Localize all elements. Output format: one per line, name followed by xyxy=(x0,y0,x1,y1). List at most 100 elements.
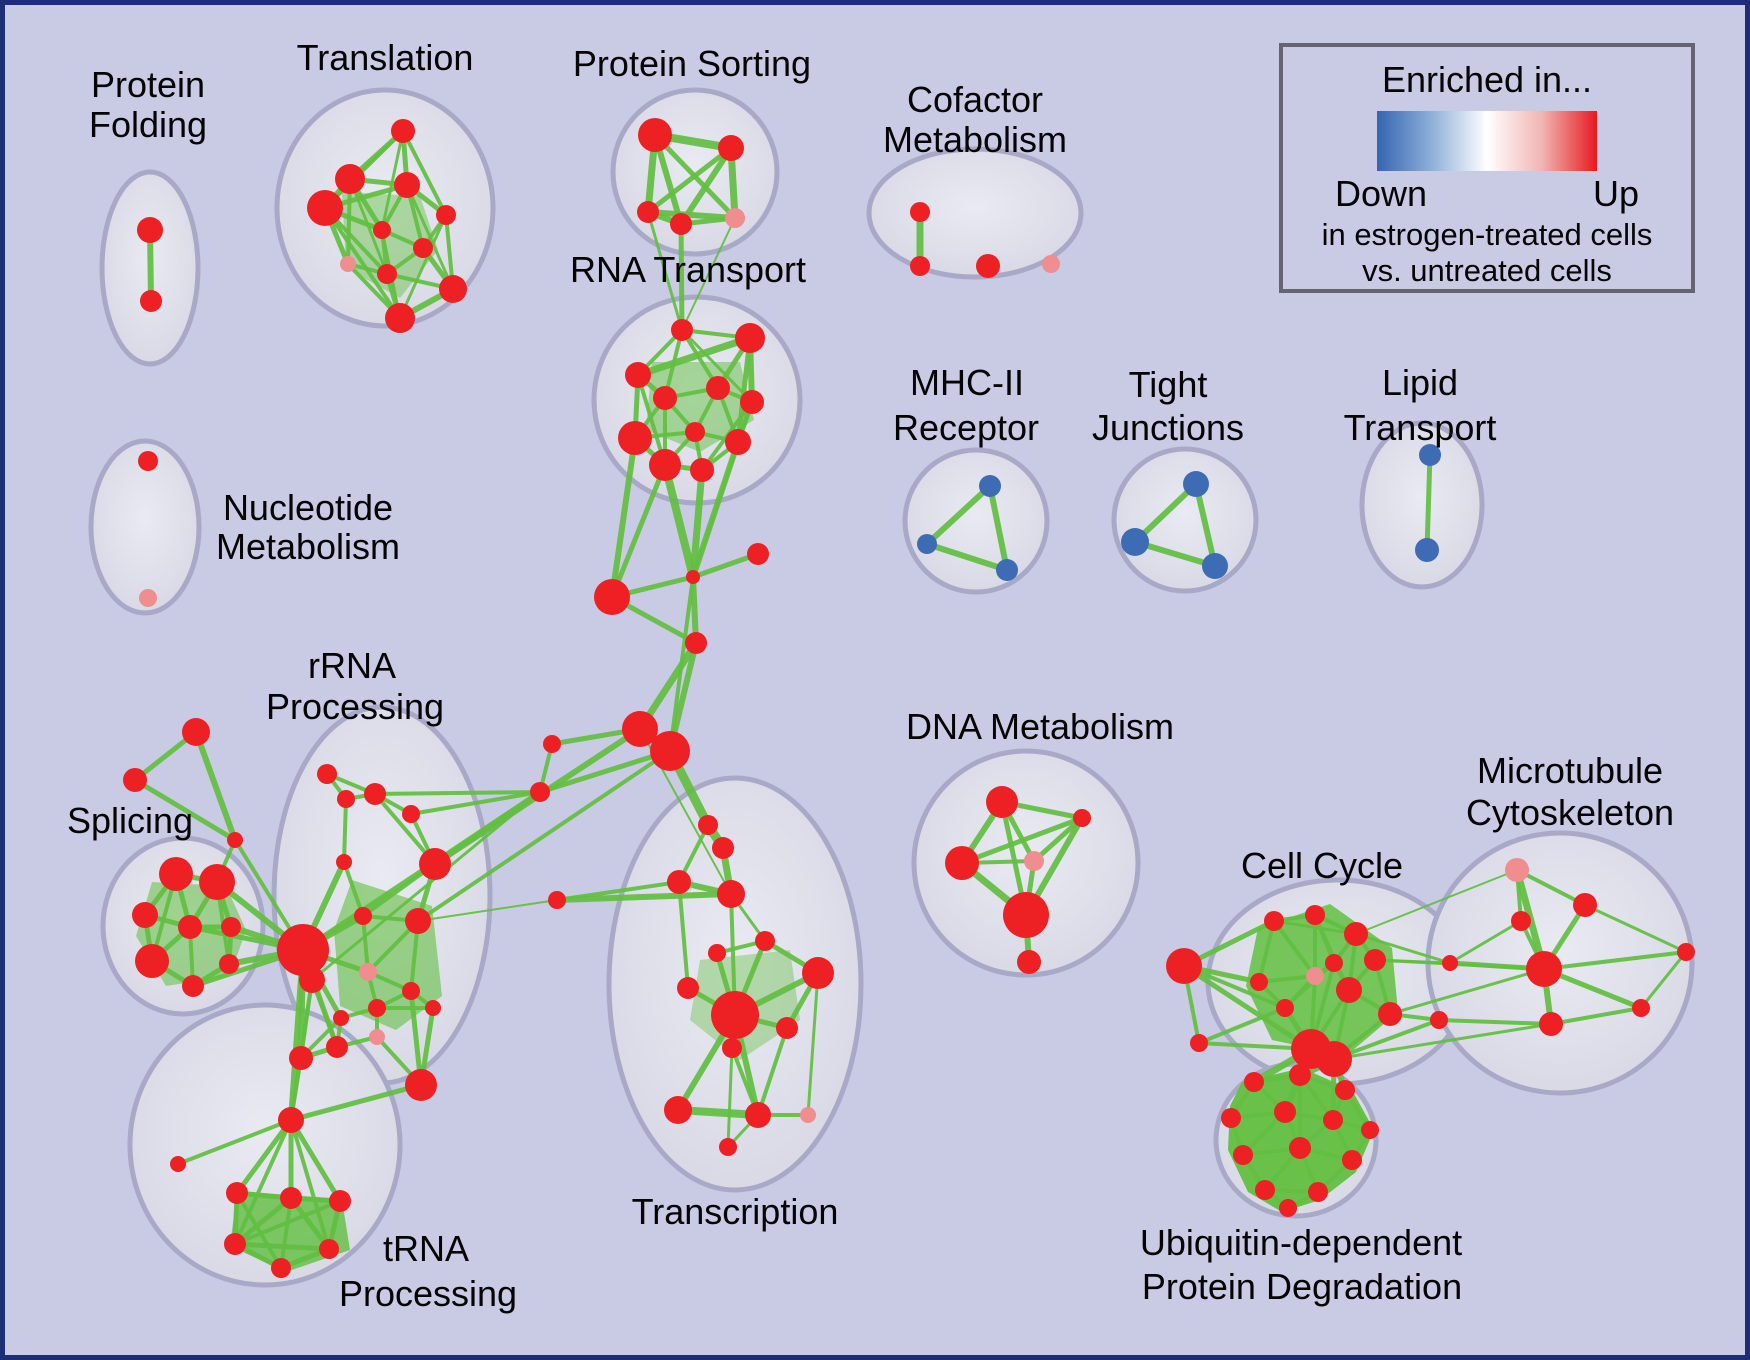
protein-sorting-label: Protein Sorting xyxy=(573,43,811,84)
edge-mt3-cc11 xyxy=(1388,967,1546,1016)
node-cc4 xyxy=(1344,922,1368,946)
rrna-processing-label: Processing xyxy=(266,686,444,727)
node-sp0 xyxy=(159,857,193,891)
node-x15 xyxy=(719,1138,737,1156)
node-rt2 xyxy=(625,362,651,388)
rna-transport-label: RNA Transport xyxy=(570,249,806,290)
legend-up-label: Up xyxy=(1592,173,1639,214)
node-u12 xyxy=(1279,1199,1297,1217)
node-cc15 xyxy=(1442,955,1458,971)
lipid-transport-label: Transport xyxy=(1344,407,1497,448)
node-u6 xyxy=(1361,1121,1379,1139)
lipid-transport-ellipse xyxy=(1359,420,1485,590)
node-a11 xyxy=(368,999,386,1017)
node-cc5 xyxy=(1364,949,1386,971)
node-mt6 xyxy=(1677,943,1695,961)
node-sp7 xyxy=(219,954,239,974)
node-pf0 xyxy=(137,217,163,243)
node-x2 xyxy=(667,870,691,894)
node-pf1 xyxy=(140,290,162,312)
node-x14 xyxy=(800,1107,816,1123)
edge-x4-x3 xyxy=(554,891,734,903)
legend-caption-line2: vs. untreated cells xyxy=(1362,253,1612,288)
mhc-ii-receptor-label: MHC-II xyxy=(910,362,1024,403)
node-cc3 xyxy=(1305,905,1325,925)
node-cf0 xyxy=(910,202,930,222)
node-u2 xyxy=(1335,1080,1355,1100)
node-mt5 xyxy=(1632,999,1650,1017)
edge-rt0-rt5 xyxy=(680,328,754,404)
edge-q1-p8 xyxy=(132,777,238,843)
splicing-label: Splicing xyxy=(67,800,193,841)
node-a0 xyxy=(317,764,337,784)
edge-a7-x4 xyxy=(417,899,558,922)
node-cc7 xyxy=(1306,967,1324,985)
node-ps2 xyxy=(637,201,659,223)
node-cc11 xyxy=(1378,1002,1402,1026)
legend-ends-row: Down Up xyxy=(1335,173,1639,215)
node-a13 xyxy=(326,1036,348,1058)
edge-j0-h2 xyxy=(668,575,695,753)
edge-tj0-tj1 xyxy=(1132,481,1199,545)
node-cf3 xyxy=(1042,255,1060,273)
protein-folding-label: Folding xyxy=(89,104,207,145)
edge-rt7-b1 xyxy=(609,435,638,600)
node-x0 xyxy=(698,815,718,835)
node-d5 xyxy=(224,1233,246,1255)
node-cf1 xyxy=(910,256,930,276)
node-a8 xyxy=(359,963,377,981)
node-a10 xyxy=(425,1000,441,1016)
node-u3 xyxy=(1221,1108,1241,1128)
mhc-ii-receptor-ellipse xyxy=(902,447,1050,595)
edge-cc2-cc7 xyxy=(1272,919,1317,978)
node-h1 xyxy=(622,711,658,747)
node-nm1 xyxy=(139,589,157,607)
edge-ps1-ps2 xyxy=(645,145,734,215)
node-p8 xyxy=(227,832,243,848)
edge-d0-d6 xyxy=(289,1118,331,1251)
node-a14 xyxy=(369,1029,385,1045)
rrna-processing-label: rRNA xyxy=(308,645,396,686)
cofactor-metabolism-label: Cofactor xyxy=(907,79,1043,120)
node-ps3 xyxy=(670,213,692,235)
node-ps0 xyxy=(638,118,672,152)
node-l2 xyxy=(530,782,550,802)
legend-title: Enriched in... xyxy=(1381,59,1593,100)
edge-cc7-cc8 xyxy=(1257,974,1317,984)
edge-t0-t4 xyxy=(401,129,448,217)
protein-folding-label: Protein xyxy=(91,64,205,105)
node-b1 xyxy=(594,579,630,615)
node-t3 xyxy=(307,190,343,226)
edge-d0-d5 xyxy=(233,1118,293,1246)
node-n2 xyxy=(747,543,769,565)
edge-mh0-mh1 xyxy=(924,483,993,547)
edge-l2-a2 xyxy=(373,790,542,796)
nucleotide-metabolism-label: Nucleotide xyxy=(223,487,393,528)
node-cc1 xyxy=(1190,1034,1208,1052)
node-rt8 xyxy=(725,429,751,455)
edge-rt1-rt8 xyxy=(735,335,753,445)
node-tj2 xyxy=(1202,553,1228,579)
edge-x15-x11 xyxy=(726,1046,734,1149)
node-m1v xyxy=(685,632,707,654)
node-rt10 xyxy=(690,458,714,482)
node-ps1 xyxy=(718,135,744,161)
node-e0 xyxy=(986,786,1018,818)
cell-cycle-label: Cell Cycle xyxy=(1241,845,1403,886)
edge-mt0-cc4 xyxy=(1355,869,1518,935)
node-mt4 xyxy=(1539,1012,1563,1036)
node-h2 xyxy=(650,731,690,771)
edge-d3-d7 xyxy=(279,1196,293,1270)
node-u4 xyxy=(1274,1101,1296,1123)
node-lt1 xyxy=(1415,538,1439,562)
mhc-ii-receptor-label: Receptor xyxy=(893,407,1039,448)
node-rt7 xyxy=(618,421,652,455)
trna-processing-label: tRNA xyxy=(383,1228,469,1269)
node-x9 xyxy=(711,991,759,1039)
ubiquitin-degradation-label: Protein Degradation xyxy=(1142,1266,1462,1307)
edge-l2-h2 xyxy=(537,748,673,795)
node-x11 xyxy=(722,1038,742,1058)
edge-d0-d1 xyxy=(176,1118,293,1166)
node-mt2 xyxy=(1511,911,1531,931)
